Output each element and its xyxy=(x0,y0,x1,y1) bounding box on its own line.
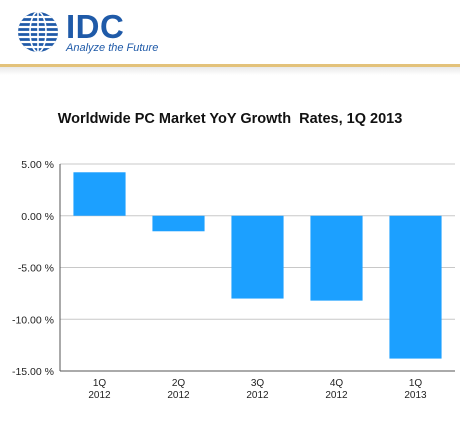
x-tick-label: 1Q xyxy=(93,378,107,389)
x-tick-label: 2012 xyxy=(88,390,111,401)
x-tick-label: 2012 xyxy=(246,390,269,401)
x-tick-label: 2Q xyxy=(172,378,186,389)
x-tick-label: 2013 xyxy=(404,390,427,401)
x-tick-label: 3Q xyxy=(251,378,265,389)
y-tick-label: -15.00 % xyxy=(12,366,54,378)
x-tick-label: 2012 xyxy=(167,390,190,401)
y-tick-label: 0.00 % xyxy=(21,211,54,223)
brand-name: IDC xyxy=(66,8,125,45)
y-tick-label: -5.00 % xyxy=(18,263,54,275)
x-tick-label: 4Q xyxy=(330,378,344,389)
idc-logo[interactable]: IDC Analyze the Future xyxy=(16,8,159,54)
x-tick-label: 2012 xyxy=(325,390,348,401)
x-tick-label: 1Q xyxy=(409,378,423,389)
header: IDC Analyze the Future xyxy=(0,0,460,62)
header-shadow xyxy=(0,67,460,75)
chart-title: Worldwide PC Market YoY Growth Rates, 1Q… xyxy=(57,111,403,127)
bar xyxy=(73,172,126,216)
bar xyxy=(310,215,363,301)
brand-tagline: Analyze the Future xyxy=(66,42,159,54)
y-tick-label: 5.00 % xyxy=(21,159,54,171)
bar xyxy=(231,215,284,299)
y-tick-label: -10.00 % xyxy=(12,314,54,326)
bar xyxy=(389,215,442,359)
header-divider xyxy=(0,64,460,67)
globe-icon xyxy=(18,12,58,52)
bar xyxy=(152,215,205,232)
